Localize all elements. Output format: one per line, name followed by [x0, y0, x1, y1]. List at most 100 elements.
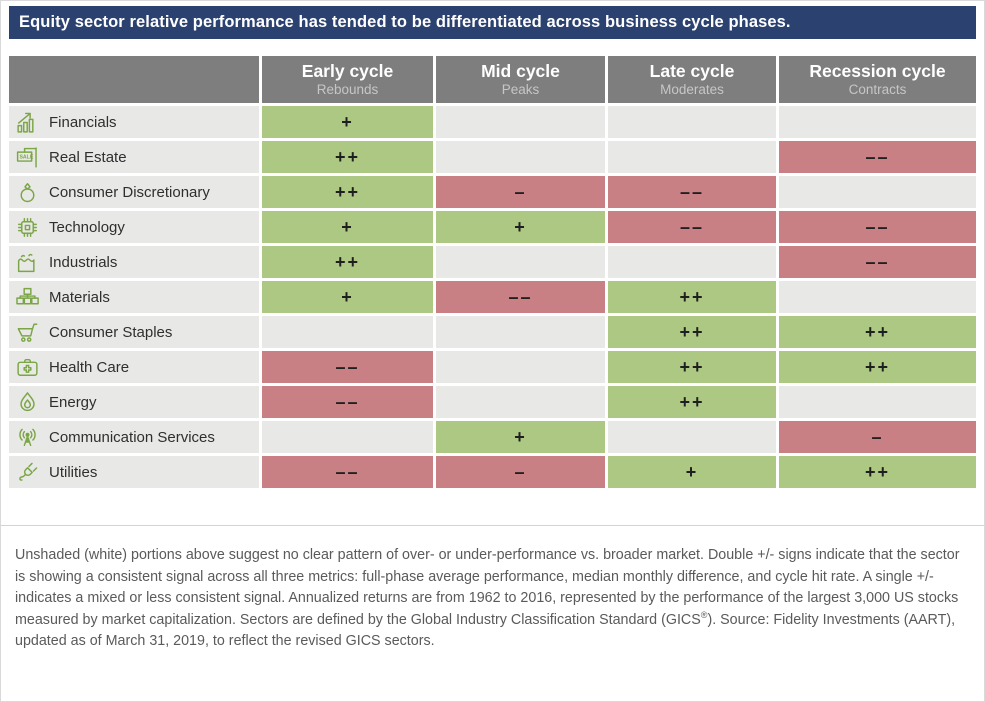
signal-cell-consumer-discretionary-recession-cycle: [779, 176, 976, 208]
sector-row-consumer-staples: Consumer Staples: [9, 316, 259, 348]
sector-label: Financials: [49, 113, 117, 131]
signal-cell-consumer-staples-recession-cycle: ++: [779, 316, 976, 348]
footnote-part1: Unshaded (white) portions above suggest …: [15, 547, 960, 628]
sector-label: Technology: [49, 218, 125, 236]
signal-cell-energy-recession-cycle: [779, 386, 976, 418]
column-header-late-cycle: Late cycle Moderates: [608, 56, 776, 103]
signal-cell-consumer-discretionary-early-cycle: ++: [262, 176, 433, 208]
page-title: Equity sector relative performance has t…: [19, 13, 791, 31]
sector-row-consumer-discretionary: Consumer Discretionary: [9, 176, 259, 208]
column-sublabel: Rebounds: [316, 82, 379, 98]
factory-icon: [14, 249, 40, 275]
signal-cell-materials-late-cycle: ++: [608, 281, 776, 313]
sector-row-health-care: Health Care: [9, 351, 259, 383]
signal-cell-financials-early-cycle: +: [262, 106, 433, 138]
sector-row-energy: Energy: [9, 386, 259, 418]
sector-row-utilities: Utilities: [9, 456, 259, 488]
signal-cell-real-estate-mid-cycle: [436, 141, 605, 173]
signal-cell-consumer-discretionary-mid-cycle: –: [436, 176, 605, 208]
column-label: Late cycle: [649, 61, 735, 82]
svg-text:SALE: SALE: [19, 154, 33, 160]
footnote-part2: ). Source: Fidelity Investments (AART), …: [15, 611, 956, 650]
signal-cell-technology-late-cycle: ––: [608, 211, 776, 243]
signal-cell-energy-late-cycle: ++: [608, 386, 776, 418]
signal-cell-communication-services-early-cycle: [262, 421, 433, 453]
column-sublabel: Contracts: [848, 82, 907, 98]
signal-cell-health-care-late-cycle: ++: [608, 351, 776, 383]
sector-label: Consumer Discretionary: [49, 183, 210, 201]
signal-cell-health-care-recession-cycle: ++: [779, 351, 976, 383]
signal-cell-financials-mid-cycle: [436, 106, 605, 138]
signal-cell-communication-services-late-cycle: [608, 421, 776, 453]
sector-label: Industrials: [49, 253, 118, 271]
signal-cell-industrials-early-cycle: ++: [262, 246, 433, 278]
growth-chart-icon: [14, 109, 40, 135]
sector-label: Real Estate: [49, 148, 127, 166]
signal-cell-health-care-mid-cycle: [436, 351, 605, 383]
signal-cell-consumer-staples-mid-cycle: [436, 316, 605, 348]
signal-cell-consumer-discretionary-late-cycle: ––: [608, 176, 776, 208]
droplet-icon: [14, 389, 40, 415]
signal-cell-financials-late-cycle: [608, 106, 776, 138]
signal-cell-real-estate-late-cycle: [608, 141, 776, 173]
signal-cell-energy-mid-cycle: [436, 386, 605, 418]
signal-cell-industrials-late-cycle: [608, 246, 776, 278]
signal-cell-utilities-early-cycle: ––: [262, 456, 433, 488]
signal-cell-materials-recession-cycle: [779, 281, 976, 313]
sector-label: Materials: [49, 288, 110, 306]
first-aid-kit-icon: [14, 354, 40, 380]
column-header-mid-cycle: Mid cycle Peaks: [436, 56, 605, 103]
shopping-cart-icon: [14, 319, 40, 345]
sector-row-financials: Financials: [9, 106, 259, 138]
footnote-text: Unshaded (white) portions above suggest …: [15, 545, 963, 653]
signal-cell-financials-recession-cycle: [779, 106, 976, 138]
signal-cell-technology-recession-cycle: ––: [779, 211, 976, 243]
column-sublabel: Moderates: [660, 82, 724, 98]
sector-label: Energy: [49, 393, 97, 411]
signal-cell-communication-services-recession-cycle: –: [779, 421, 976, 453]
power-plug-icon: [14, 459, 40, 485]
column-label: Recession cycle: [809, 61, 946, 82]
column-header-recession-cycle: Recession cycle Contracts: [779, 56, 976, 103]
footnote-divider: [1, 525, 984, 526]
signal-cell-technology-mid-cycle: +: [436, 211, 605, 243]
sale-sign-icon: SALE: [14, 144, 40, 170]
signal-cell-communication-services-mid-cycle: +: [436, 421, 605, 453]
sector-label: Consumer Staples: [49, 323, 173, 341]
column-label: Mid cycle: [481, 61, 560, 82]
signal-cell-consumer-staples-late-cycle: ++: [608, 316, 776, 348]
title-bar: Equity sector relative performance has t…: [9, 6, 976, 39]
sector-row-communication-services: Communication Services: [9, 421, 259, 453]
signal-cell-real-estate-early-cycle: ++: [262, 141, 433, 173]
ring-icon: [14, 179, 40, 205]
signal-cell-materials-mid-cycle: ––: [436, 281, 605, 313]
registered-trademark-symbol: ®: [700, 609, 708, 620]
signal-cell-consumer-staples-early-cycle: [262, 316, 433, 348]
sector-label: Health Care: [49, 358, 130, 376]
signal-cell-energy-early-cycle: ––: [262, 386, 433, 418]
signal-cell-health-care-early-cycle: ––: [262, 351, 433, 383]
column-header-early-cycle: Early cycle Rebounds: [262, 56, 433, 103]
signal-cell-technology-early-cycle: +: [262, 211, 433, 243]
sector-label: Utilities: [49, 463, 98, 481]
column-label: Early cycle: [301, 61, 394, 82]
sector-row-real-estate: SALE Real Estate: [9, 141, 259, 173]
sector-row-industrials: Industrials: [9, 246, 259, 278]
signal-cell-utilities-mid-cycle: –: [436, 456, 605, 488]
column-sublabel: Peaks: [501, 82, 540, 98]
signal-cell-industrials-mid-cycle: [436, 246, 605, 278]
sector-row-materials: Materials: [9, 281, 259, 313]
crates-icon: [14, 284, 40, 310]
cycle-table: Early cycle Rebounds Mid cycle Peaks Late cy…: [9, 56, 976, 488]
signal-cell-utilities-recession-cycle: ++: [779, 456, 976, 488]
signal-cell-real-estate-recession-cycle: ––: [779, 141, 976, 173]
chip-icon: [14, 214, 40, 240]
sector-label: Communication Services: [49, 428, 215, 446]
sector-row-technology: Technology: [9, 211, 259, 243]
table-corner-cell: [9, 56, 259, 103]
signal-cell-materials-early-cycle: +: [262, 281, 433, 313]
signal-cell-utilities-late-cycle: +: [608, 456, 776, 488]
signal-cell-industrials-recession-cycle: ––: [779, 246, 976, 278]
broadcast-antenna-icon: [14, 424, 40, 450]
